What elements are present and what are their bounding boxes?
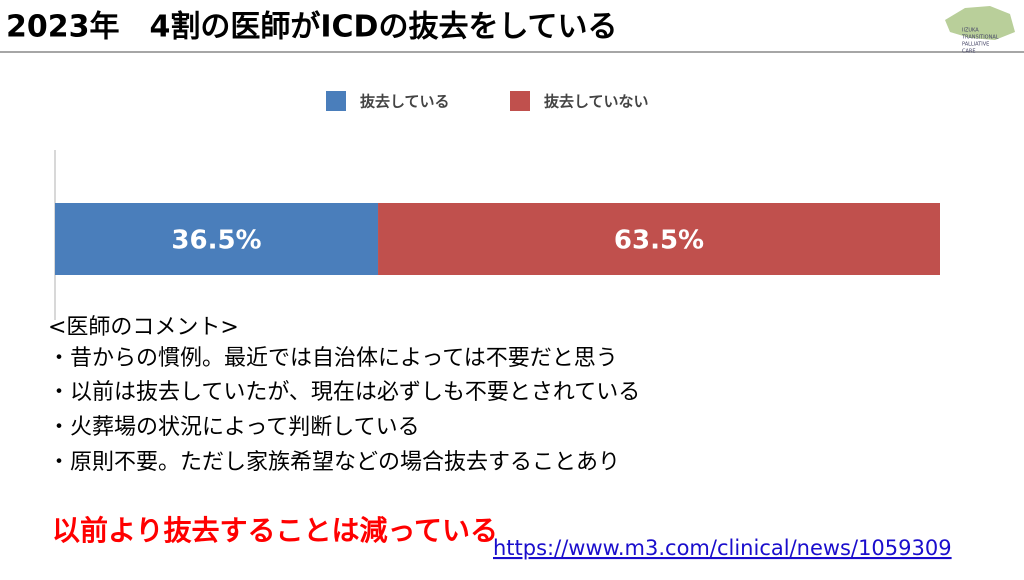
conclusion: 以前より抜去することは減っている <box>52 514 498 547</box>
value-label: 36.5% <box>171 226 261 256</box>
comments-heading: <医師のコメント> <box>48 315 239 340</box>
logo-text: CARE <box>962 49 976 55</box>
logo-text: IIZUKA <box>962 28 979 34</box>
legend-label: 抜去していない <box>544 93 649 111</box>
logo-shape <box>945 6 1015 40</box>
comment: ・原則不要。ただし家族希望などの場合抜去することあり <box>48 450 620 475</box>
legend-swatch <box>326 91 346 111</box>
comment: ・以前は抜去していたが、現在は必ずしも不要とされている <box>48 380 640 405</box>
source-link[interactable]: https://www.m3.com/clinical/news/1059309 <box>493 536 952 560</box>
value-label: 63.5% <box>614 226 704 256</box>
logo-text: PALLIATIVE <box>962 42 989 48</box>
bar-segment <box>55 203 379 275</box>
bar-segment <box>378 203 940 275</box>
slide-title: 2023年 4割の医師がICDの抜去をしている <box>6 10 618 45</box>
comment: ・火葬場の状況によって判断している <box>48 415 420 440</box>
chart: 抜去している 抜去していない 36.5% 63.5% <box>55 91 940 275</box>
comment: ・昔からの慣例。最近では自治体によっては不要だと思う <box>48 346 618 371</box>
logo-text: TRANSITIONAL <box>961 35 999 41</box>
legend-label: 抜去している <box>360 93 450 111</box>
logo: IIZUKA TRANSITIONAL PALLIATIVE CARE <box>945 6 1015 55</box>
legend-swatch <box>510 91 530 111</box>
